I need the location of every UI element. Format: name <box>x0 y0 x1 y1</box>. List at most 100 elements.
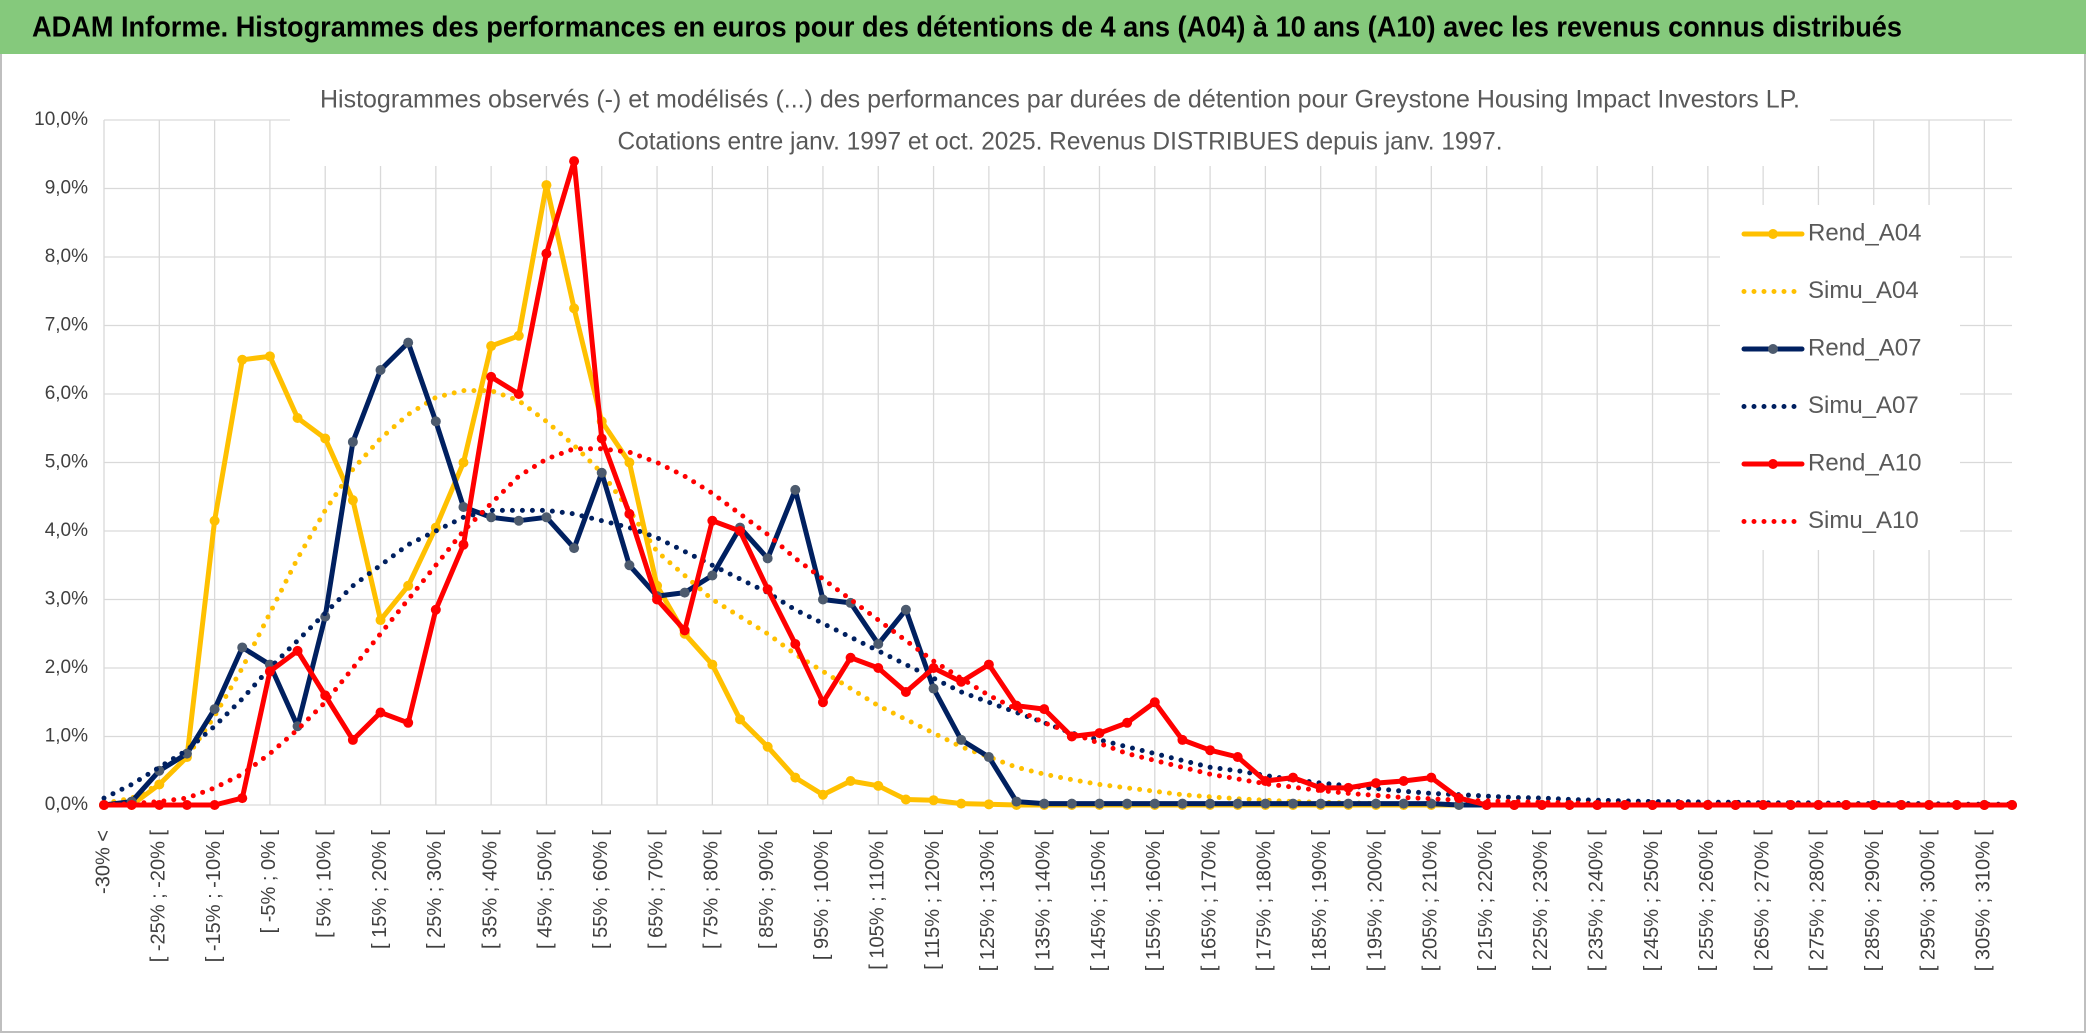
data-point <box>486 341 497 352</box>
data-point <box>900 686 911 697</box>
data-point <box>403 717 414 728</box>
data-point <box>1122 717 1133 728</box>
data-point <box>1177 798 1188 809</box>
data-point <box>1647 800 1658 810</box>
y-tick-label: 2,0% <box>45 657 88 678</box>
data-point <box>1177 734 1188 745</box>
data-point <box>1868 800 1879 810</box>
data-point <box>1979 800 1990 810</box>
data-point <box>707 515 718 526</box>
legend-label: Simu_A04 <box>1808 277 1919 304</box>
x-tick-label: [ 195% ; 200% [ <box>1364 830 1386 972</box>
data-point <box>541 512 552 523</box>
x-tick-label: [ 255% ; 260% [ <box>1696 830 1718 972</box>
data-point <box>1896 800 1907 810</box>
data-point <box>652 594 663 605</box>
data-point <box>624 457 635 468</box>
data-point <box>375 707 386 718</box>
data-point <box>983 752 994 763</box>
x-tick-label: [ 125% ; 130% [ <box>977 830 999 972</box>
data-point <box>928 683 939 694</box>
data-point <box>873 639 884 650</box>
data-point <box>1149 798 1160 809</box>
data-point <box>1232 752 1243 763</box>
header-title: ADAM Informe. Histogrammes des performan… <box>32 12 1902 44</box>
data-point <box>430 416 441 427</box>
x-tick-label: [ 265% ; 270% [ <box>1751 830 1773 972</box>
x-tick-label: [ 285% ; 290% [ <box>1862 830 1884 972</box>
data-point <box>707 570 718 581</box>
data-point <box>430 604 441 615</box>
data-point <box>375 615 386 626</box>
data-point <box>762 584 773 595</box>
data-point <box>569 156 580 167</box>
x-tick-label: [ 165% ; 170% [ <box>1198 830 1220 972</box>
series-line <box>101 158 2015 808</box>
data-point <box>1426 798 1437 809</box>
x-tick-label: [ 205% ; 210% [ <box>1420 830 1442 972</box>
data-point <box>790 772 801 783</box>
x-tick-label: [ 155% ; 160% [ <box>1143 830 1165 972</box>
legend-marker <box>1768 229 1778 239</box>
data-point <box>1343 782 1354 793</box>
data-point <box>817 697 828 708</box>
data-point <box>1398 798 1409 809</box>
data-point <box>375 365 386 376</box>
data-point <box>292 645 303 656</box>
x-tick-label: [ 75% ; 80% [ <box>701 830 723 949</box>
data-point <box>1371 798 1381 809</box>
y-tick-label: 8,0% <box>45 246 88 267</box>
data-point <box>181 800 192 810</box>
x-tick-label: [ 85% ; 90% [ <box>756 830 778 949</box>
x-tick-label: [ 215% ; 220% [ <box>1475 830 1497 972</box>
data-point <box>513 330 524 341</box>
series-line <box>101 446 2015 808</box>
data-point <box>1011 700 1022 711</box>
data-point <box>1343 798 1354 809</box>
data-point <box>209 704 220 715</box>
data-point <box>707 659 718 670</box>
data-point <box>1149 697 1160 708</box>
x-tick-label: [ 275% ; 280% [ <box>1807 830 1829 972</box>
data-point <box>1039 798 1050 809</box>
x-tick-label: [ 55% ; 60% [ <box>590 830 612 949</box>
data-point <box>735 526 745 536</box>
data-point <box>1205 798 1216 809</box>
data-point <box>486 371 497 382</box>
data-point <box>1315 798 1326 809</box>
x-tick-label: [ 95% ; 100% [ <box>811 830 833 961</box>
data-point <box>347 734 358 745</box>
legend-label: Rend_A10 <box>1808 449 1921 476</box>
data-point <box>347 495 358 506</box>
data-point <box>458 539 469 550</box>
data-point <box>1205 745 1216 756</box>
data-point <box>762 553 773 564</box>
data-point <box>569 303 580 314</box>
x-tick-label: [ 185% ; 190% [ <box>1309 830 1331 972</box>
data-point <box>1122 798 1133 809</box>
data-point <box>596 467 607 478</box>
chart-title: Histogrammes observés (-) et modélisés (… <box>320 86 1800 114</box>
data-point <box>817 789 828 800</box>
legend-label: Rend_A07 <box>1808 334 1921 361</box>
x-tick-label: [ 45% ; 50% [ <box>535 830 557 949</box>
data-point <box>900 794 911 805</box>
x-tick-label: [ 115% ; 120% [ <box>922 830 944 970</box>
data-point <box>486 512 497 523</box>
x-tick-label: [ 15% ; 20% [ <box>369 830 391 949</box>
data-point <box>900 604 911 615</box>
data-point <box>513 389 524 399</box>
data-point <box>845 776 856 787</box>
data-point <box>209 515 220 526</box>
data-point <box>928 795 939 806</box>
data-point <box>1288 798 1299 809</box>
x-tick-label: [ 35% ; 40% [ <box>479 830 501 949</box>
data-point <box>817 594 828 605</box>
data-point <box>237 354 248 365</box>
x-tick-label: [ 295% ; 300% [ <box>1917 830 1939 972</box>
data-point <box>1371 778 1381 789</box>
data-point <box>237 642 248 653</box>
y-tick-label: 1,0% <box>45 726 88 747</box>
data-point <box>154 800 165 810</box>
y-tick-label: 6,0% <box>45 383 88 404</box>
